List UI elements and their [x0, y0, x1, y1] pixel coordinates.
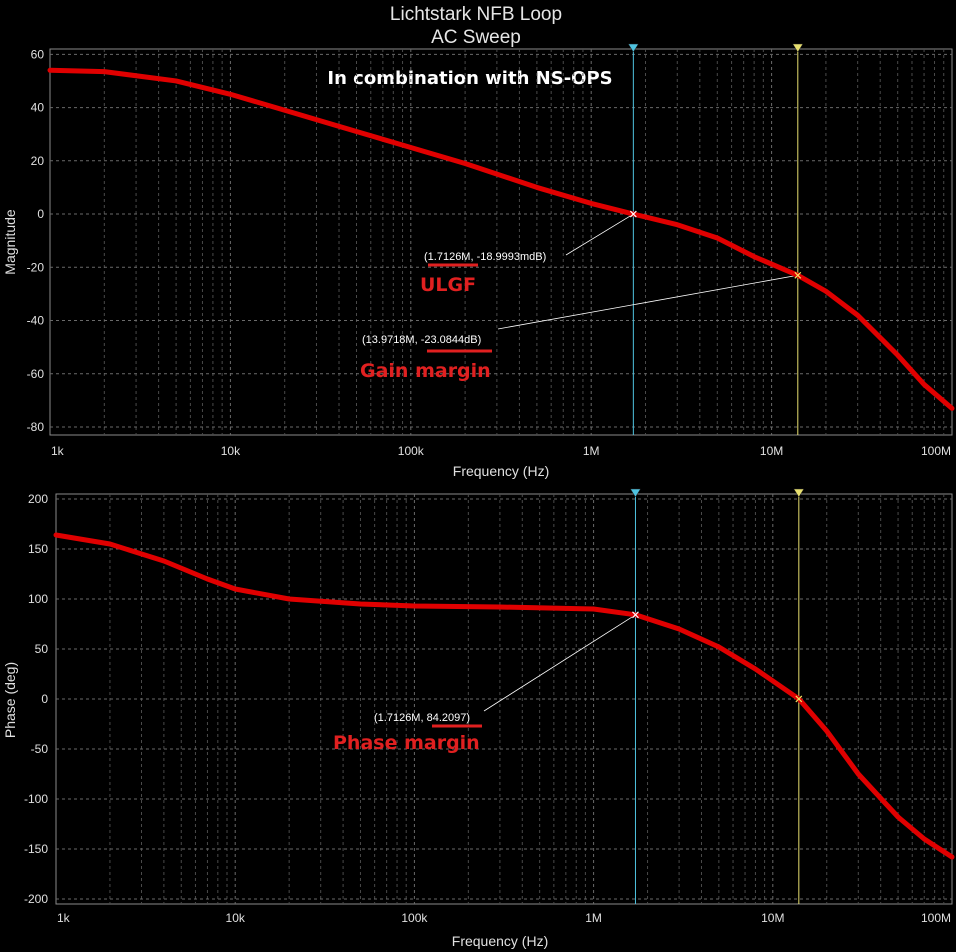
phase-x-tick-label: 10k [226, 911, 246, 925]
phase-x-axis-label: Frequency (Hz) [452, 933, 548, 949]
magnitude-intersection-marker [629, 210, 637, 218]
phase-cursor-points [632, 611, 803, 703]
magnitude-curve [47, 67, 955, 411]
cyan-cursor-handle-icon[interactable] [630, 488, 641, 498]
magnitude-y-tick-label: 40 [31, 101, 45, 115]
magnitude-plot-frame [49, 48, 953, 436]
magnitude-x-tick-label: 10M [760, 444, 783, 458]
phase-y-tick-label: -50 [31, 742, 49, 756]
magnitude-x-tick-label: 1k [51, 444, 65, 458]
phase-y-ticks: 200 150 100 50 0 -50 -100 -150 -200 [24, 492, 48, 906]
cyan-cursor-handle-icon[interactable] [627, 43, 639, 53]
magnitude-x-tick-label: 100k [398, 444, 425, 458]
magnitude-leader-line [497, 274, 798, 330]
magnitude-trace [47, 67, 955, 411]
phase-y-tick-label: 100 [28, 592, 48, 606]
magnitude-annotation-label: ULGF [420, 274, 476, 296]
phase-y-axis-label: Phase (deg) [2, 662, 18, 738]
magnitude-y-tick-label: 0 [37, 207, 44, 221]
phase-y-tick-label: 150 [28, 542, 48, 556]
phase-leader-lines [483, 614, 636, 712]
phase-y-tick-label: 200 [28, 492, 48, 506]
phase-y-tick-label: 0 [41, 692, 48, 706]
magnitude-intersection-marker [794, 271, 802, 279]
magnitude-x-axis-label: Frequency (Hz) [453, 463, 549, 479]
magnitude-leader-lines [497, 213, 798, 330]
phase-annotation-label: Phase margin [333, 732, 480, 754]
phase-annotations: (1.7126M, 84.2097) Phase margin [333, 712, 482, 754]
phase-x-tick-label: 1k [57, 911, 71, 925]
yellow-cursor-handle-icon[interactable] [793, 488, 805, 498]
magnitude-leader-line [565, 213, 634, 256]
magnitude-y-tick-label: -60 [27, 367, 45, 381]
magnitude-gridlines [50, 49, 952, 435]
magnitude-x-tick-label: 1M [583, 444, 600, 458]
phase-x-tick-label: 100k [401, 911, 428, 925]
phase-y-tick-label: -200 [24, 892, 48, 906]
magnitude-y-axis-label: Magnitude [2, 209, 18, 275]
phase-y-tick-label: 50 [35, 642, 49, 656]
magnitude-cursor-readout: (13.9718M, -23.0844dB) [362, 334, 481, 346]
magnitude-plot: 60 40 20 0 -20 -40 -60 -80 1k 10k 100k 1M 10M 100M (… [2, 43, 955, 479]
phase-x-tick-label: 10M [761, 911, 784, 925]
phase-curve [53, 532, 955, 860]
phase-intersection-marker [632, 611, 639, 619]
magnitude-y-tick-label: -80 [27, 420, 45, 434]
phase-y-tick-label: -100 [24, 792, 48, 806]
phase-x-ticks: 1k 10k 100k 1M 10M 100M [57, 911, 951, 925]
phase-leader-line [483, 614, 636, 712]
chart-title: Lichtstark NFB Loop [390, 4, 562, 25]
chart-subtitle: AC Sweep [431, 27, 521, 48]
yellow-cursor-handle-icon[interactable] [792, 43, 804, 53]
magnitude-x-ticks: 1k 10k 100k 1M 10M 100M [51, 444, 951, 458]
magnitude-y-tick-label: -20 [27, 260, 45, 274]
phase-intersection-marker [795, 695, 803, 703]
configuration-note: In combination with NS-OPS [327, 68, 612, 89]
phase-x-tick-label: 1M [585, 911, 602, 925]
magnitude-annotation-label: Gain margin [360, 360, 491, 382]
magnitude-cursors[interactable] [627, 43, 804, 435]
phase-cursor-readout: (1.7126M, 84.2097) [374, 712, 470, 724]
magnitude-y-ticks: 60 40 20 0 -20 -40 -60 -80 [27, 47, 45, 434]
magnitude-x-tick-label: 100M [921, 444, 951, 458]
magnitude-cursor-points [629, 210, 802, 279]
magnitude-y-tick-label: 60 [31, 47, 45, 61]
phase-y-tick-label: -150 [24, 842, 48, 856]
phase-trace [53, 532, 955, 860]
magnitude-y-tick-label: -40 [27, 314, 45, 328]
magnitude-cursor-readout: (1.7126M, -18.9993mdB) [424, 251, 546, 263]
phase-x-tick-label: 100M [921, 911, 951, 925]
magnitude-x-tick-label: 10k [221, 444, 241, 458]
magnitude-annotations: (1.7126M, -18.9993mdB) ULGF (13.9718M, -23… [360, 251, 546, 382]
magnitude-y-tick-label: 20 [31, 154, 45, 168]
